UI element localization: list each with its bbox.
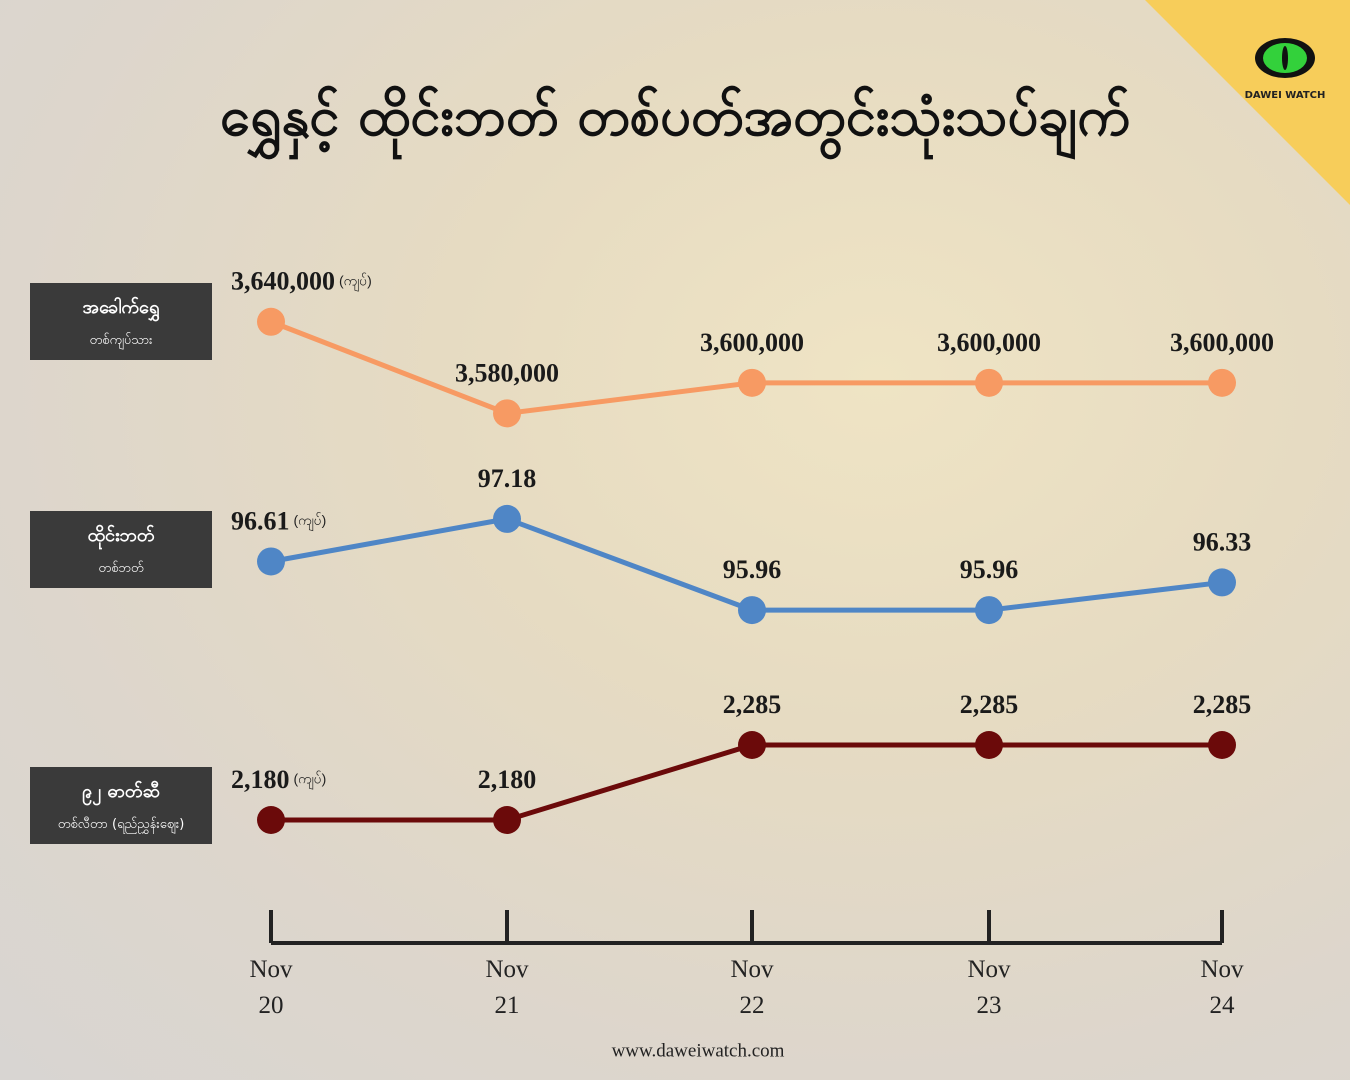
- unit-label: (ကျပ်): [339, 272, 372, 291]
- value-label: 97.18: [478, 464, 537, 493]
- value-label: 3,600,000: [700, 328, 804, 357]
- point: [1208, 568, 1236, 597]
- point: [257, 806, 285, 834]
- point: [1208, 731, 1236, 759]
- x-tick-label: Nov 24: [1200, 956, 1244, 1019]
- x-tick-label: Nov 23: [967, 956, 1011, 1019]
- corner: [1145, 0, 1350, 205]
- value-label: 2,285: [723, 690, 782, 719]
- series-subtitle: တစ်လီတာ (ရည်ညွှန်းဈေး): [57, 817, 185, 832]
- point: [738, 731, 766, 759]
- series-subtitle: တစ်ဘတ်: [98, 561, 144, 576]
- series-name: ထိုင်းဘတ်: [87, 525, 155, 546]
- footer: www.daweiwatch.com: [612, 1040, 785, 1061]
- unit-label: (ကျပ်): [294, 771, 327, 790]
- x-tick-label: Nov 20: [249, 956, 293, 1019]
- value-label: 96.61: [231, 506, 290, 535]
- point: [975, 368, 1003, 397]
- value-label: 3,640,000: [231, 267, 335, 296]
- point: [975, 596, 1003, 625]
- series-label-box: အခေါက်ရွှေတစ်ကျပ်သား: [30, 283, 212, 360]
- value-label: 2,285: [960, 690, 1019, 719]
- point: [493, 504, 521, 533]
- logo-pupil: [1282, 46, 1288, 70]
- value-label: 96.33: [1193, 527, 1252, 556]
- x-tick-label: Nov 22: [730, 956, 774, 1019]
- point: [1208, 368, 1236, 397]
- series-subtitle: တစ်ကျပ်သား: [89, 333, 153, 348]
- value-label: 2,285: [1193, 690, 1252, 719]
- value-label: 95.96: [960, 555, 1019, 584]
- value-label: 3,580,000: [455, 358, 559, 387]
- value-label: 3,600,000: [1170, 328, 1274, 357]
- unit-label: (ကျပ်): [294, 512, 327, 531]
- point: [493, 399, 521, 428]
- point: [257, 547, 285, 576]
- value-label: 2,180: [478, 765, 537, 794]
- series-label-box: ထိုင်းဘတ်တစ်ဘတ်: [30, 511, 212, 588]
- x-tick-label: Nov 21: [485, 956, 529, 1019]
- point: [738, 596, 766, 625]
- series-name: အခေါက်ရွှေ: [82, 297, 160, 318]
- value-label: 3,600,000: [937, 328, 1041, 357]
- point: [975, 731, 1003, 759]
- point: [493, 806, 521, 834]
- logo-text: DAWEI WATCH: [1245, 90, 1326, 101]
- title: ရွှေနှင့် ထိုင်းဘတ် တစ်ပတ်အတွင်းသုံးသပ်ခ…: [220, 85, 1130, 161]
- value-label: 95.96: [723, 555, 782, 584]
- point: [738, 368, 766, 397]
- series-name: ၉၂ ဓာတ်ဆီ: [82, 781, 160, 802]
- point: [257, 307, 285, 336]
- series-label-box: ၉၂ ဓာတ်ဆီတစ်လီတာ (ရည်ညွှန်းဈေး): [30, 767, 212, 844]
- value-label: 2,180: [231, 765, 290, 794]
